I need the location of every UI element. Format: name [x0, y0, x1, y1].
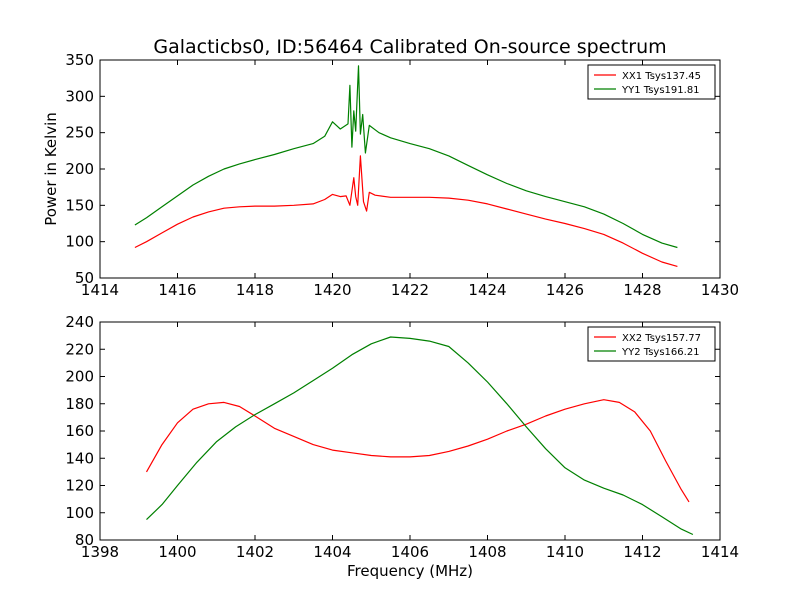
y-tick-label: 180 — [65, 395, 94, 413]
legend-label: XX1 Tsys137.45 — [622, 71, 701, 82]
x-tick-label: 1400 — [158, 543, 196, 561]
y-tick-label: 240 — [65, 313, 94, 331]
y-tick-label: 300 — [65, 87, 94, 105]
x-tick-label: 1412 — [623, 543, 661, 561]
legend: XX2 Tsys157.77 YY2 Tsys166.21 — [587, 326, 716, 362]
series-line-0-1 — [134, 65, 678, 249]
y-tick-label: 50 — [75, 269, 94, 287]
y-tick-label: 200 — [65, 368, 94, 386]
y-tick-label: 200 — [65, 160, 94, 178]
x-tick-label: 1428 — [623, 281, 661, 299]
y-tick-label: 250 — [65, 124, 94, 142]
x-tick-label: 1420 — [313, 281, 351, 299]
chart-title: Galacticbs0, ID:56464 Calibrated On-sour… — [153, 36, 666, 58]
x-tick-label: 1404 — [313, 543, 351, 561]
x-tick-label: 1410 — [546, 543, 584, 561]
x-tick-label: 1422 — [391, 281, 429, 299]
x-tick-label: 1416 — [158, 281, 196, 299]
series-line-0-0 — [134, 155, 678, 267]
y-tick-label: 150 — [65, 196, 94, 214]
y-tick-label: 80 — [75, 531, 94, 549]
x-tick-label: 1426 — [546, 281, 584, 299]
series-line-1-1 — [146, 336, 694, 536]
y-tick-label: 120 — [65, 477, 94, 495]
y-tick-label: 100 — [65, 233, 94, 251]
legend-box — [587, 64, 716, 100]
top-panel: 1414 1416 1418 1420 1422 1424 1426 1428 1430 50 10… — [65, 51, 739, 299]
x-tick-label: 1402 — [236, 543, 274, 561]
y-tick-label: 220 — [65, 340, 94, 358]
legend-label: YY1 Tsys191.81 — [621, 85, 700, 96]
bottom-panel: 1398 1400 1402 1404 1406 1408 1410 1412 1414 80 10… — [65, 313, 739, 561]
legend-box — [587, 326, 716, 362]
legend-label: XX2 Tsys157.77 — [622, 333, 701, 344]
x-tick-label: 1430 — [701, 281, 739, 299]
x-tick-label: 1414 — [701, 543, 739, 561]
y-tick-label: 140 — [65, 449, 94, 467]
x-tick-label: 1406 — [391, 543, 429, 561]
y-tick-label: 350 — [65, 51, 94, 69]
x-tick-label: 1418 — [236, 281, 274, 299]
y-tick-label: 100 — [65, 504, 94, 522]
legend: XX1 Tsys137.45 YY1 Tsys191.81 — [587, 64, 716, 100]
x-tick-label: 1414 — [81, 281, 119, 299]
legend-label: YY2 Tsys166.21 — [621, 347, 700, 358]
series-line-1-0 — [145, 399, 690, 503]
x-tick-label: 1398 — [81, 543, 119, 561]
x-axis-label: Frequency (MHz) — [347, 562, 473, 580]
x-tick-label: 1408 — [468, 543, 506, 561]
x-tick-label: 1424 — [468, 281, 506, 299]
y-tick-label: 160 — [65, 422, 94, 440]
y-axis-label-top: Power in Kelvin — [42, 112, 60, 226]
